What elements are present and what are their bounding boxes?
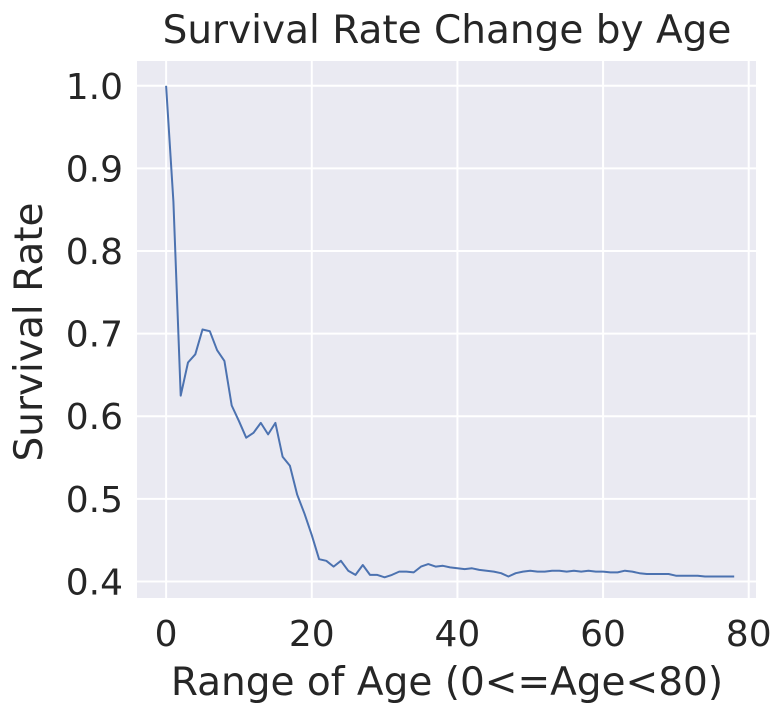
x-tick-label: 40 (435, 614, 481, 655)
y-axis-title: Survival Rate (7, 202, 52, 461)
y-tick-label: 0.5 (66, 480, 123, 521)
y-tick-label: 1.0 (66, 67, 123, 108)
x-tick-label: 0 (155, 614, 178, 655)
x-tick-label: 60 (580, 614, 626, 655)
y-tick-labels: 0.4 0.5 0.6 0.7 0.8 0.9 1.0 (66, 67, 123, 604)
x-axis-title: Range of Age (0<=Age<80) (171, 660, 723, 705)
y-tick-label: 0.9 (66, 149, 123, 190)
y-tick-label: 0.6 (66, 397, 123, 438)
chart-title: Survival Rate Change by Age (163, 8, 732, 53)
survival-rate-line (165, 85, 735, 579)
grid-lines (137, 61, 756, 598)
y-tick-label: 0.7 (66, 315, 123, 356)
x-tick-labels: 0 20 40 60 80 (155, 614, 772, 655)
plot-background (137, 61, 756, 598)
x-tick-label: 80 (726, 614, 772, 655)
x-tick-label: 20 (289, 614, 335, 655)
y-tick-label: 0.8 (66, 232, 123, 273)
y-tick-label: 0.4 (66, 562, 123, 603)
